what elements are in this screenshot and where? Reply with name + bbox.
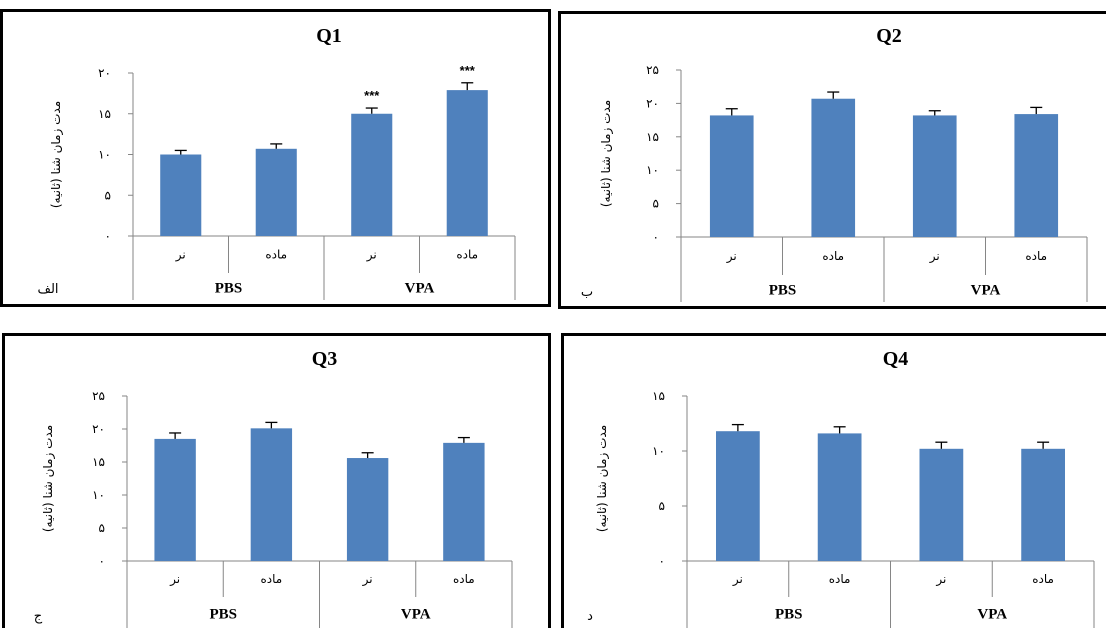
y-tick-label: ۱۰ (646, 163, 659, 177)
chart-q4-svg: Q4 ۰ ۵ ۱۰ ۱۵ مدت زمان شنا (ثانیه) نر ماده نر ماده… (587, 348, 1095, 628)
bar (817, 433, 862, 561)
category-label: نر (366, 248, 377, 263)
y-tick-label: ۱۰ (98, 148, 111, 162)
y-tick-label: ۲۰ (92, 422, 105, 436)
chart-panel-q1: Q1 ۰ ۵ ۱۰ ۱۵ ۲۰ مدت زمان شنا (ثانیه) نر ماده *** ن… (0, 9, 551, 307)
category-label: نر (935, 572, 946, 587)
bar (160, 154, 202, 236)
category-label: ماده (261, 572, 283, 586)
category-label: نر (929, 249, 940, 264)
panel-corner-label: د (587, 609, 593, 624)
bar (250, 428, 293, 561)
bar (351, 113, 393, 236)
category-label: ماده (456, 248, 478, 262)
y-tick-label: ۵ (659, 499, 665, 513)
category-label: ماده (1032, 572, 1054, 586)
group-label: PBS (775, 607, 803, 623)
chart-q3-svg: Q3 ۰ ۵ ۱۰ ۱۵ ۲۰ ۲۵ مدت زمان شنا (ثانیه) نر ماده نر… (34, 348, 513, 628)
bar (1021, 448, 1066, 561)
group-label: VPA (401, 607, 431, 623)
chart-q2-svg: Q2 ۰ ۵ ۱۰ ۱۵ ۲۰ ۲۵ مدت زمان شنا (ثانیه) نر ماده نر… (581, 25, 1088, 302)
panel-corner-label: الف (37, 282, 58, 297)
bar (154, 438, 196, 561)
y-tick-label: ۰ (99, 554, 105, 568)
category-label: ماده (822, 249, 844, 263)
y-tick-label: ۰ (653, 230, 659, 244)
significance-label: *** (364, 88, 380, 103)
y-axis-label: مدت زمان شنا (ثانیه) (41, 425, 56, 532)
bar (912, 115, 957, 237)
chart-title: Q2 (876, 25, 902, 47)
significance-label: *** (460, 63, 476, 78)
chart-title: Q4 (883, 348, 909, 370)
chart-panel-q4: Q4 ۰ ۵ ۱۰ ۱۵ مدت زمان شنا (ثانیه) نر ماده نر ماده… (561, 333, 1106, 628)
chart-title: Q1 (316, 25, 342, 47)
group-label: PBS (769, 283, 797, 299)
bar (919, 448, 964, 561)
bar (443, 442, 485, 561)
y-tick-label: ۱۰ (92, 488, 105, 502)
y-tick-label: ۲۵ (92, 389, 105, 403)
y-tick-label: ۵ (105, 188, 111, 202)
y-tick-label: ۱۵ (92, 455, 105, 469)
y-tick-label: ۱۵ (652, 389, 665, 403)
category-label: ماده (1025, 249, 1047, 263)
group-label: PBS (209, 607, 237, 623)
category-label: نر (169, 572, 180, 587)
chart-title: Q3 (312, 348, 338, 370)
y-tick-label: ۲۰ (98, 66, 111, 80)
y-tick-label: ۰ (659, 554, 665, 568)
panel-corner-label: ج (34, 609, 43, 624)
chart-panel-q3: Q3 ۰ ۵ ۱۰ ۱۵ ۲۰ ۲۵ مدت زمان شنا (ثانیه) نر ماده نر… (2, 333, 551, 628)
category-label: نر (732, 572, 743, 587)
y-tick-label: ۵ (653, 197, 659, 211)
group-label: VPA (977, 607, 1007, 623)
category-label: نر (362, 572, 373, 587)
bar (811, 98, 856, 237)
bar (446, 90, 488, 237)
y-tick-label: ۱۰ (652, 444, 665, 458)
group-label: PBS (215, 281, 243, 297)
panel-corner-label: ب (581, 285, 593, 300)
bar (1014, 114, 1059, 237)
y-axis-label: مدت زمان شنا (ثانیه) (599, 100, 614, 207)
y-tick-label: ۵ (99, 521, 105, 535)
bar (346, 458, 389, 561)
category-label: نر (726, 249, 737, 264)
category-label: ماده (265, 248, 287, 262)
y-tick-label: ۱۵ (646, 130, 659, 144)
y-tick-label: ۰ (105, 229, 111, 243)
y-tick-label: ۲۰ (646, 96, 659, 110)
y-axis-label: مدت زمان شنا (ثانیه) (595, 425, 610, 532)
group-label: VPA (405, 281, 435, 297)
category-label: ماده (453, 572, 475, 586)
chart-q1-svg: Q1 ۰ ۵ ۱۰ ۱۵ ۲۰ مدت زمان شنا (ثانیه) نر ماده *** ن… (37, 25, 516, 300)
group-label: VPA (971, 283, 1001, 299)
y-tick-label: ۲۵ (646, 63, 659, 77)
chart-panel-q2: Q2 ۰ ۵ ۱۰ ۱۵ ۲۰ ۲۵ مدت زمان شنا (ثانیه) نر ماده نر… (558, 11, 1106, 309)
bar (709, 115, 754, 237)
y-tick-label: ۱۵ (98, 107, 111, 121)
category-label: ماده (829, 572, 851, 586)
category-label: نر (175, 248, 186, 263)
bar (715, 431, 760, 561)
bar (255, 148, 297, 236)
y-axis-label: مدت زمان شنا (ثانیه) (49, 101, 64, 208)
